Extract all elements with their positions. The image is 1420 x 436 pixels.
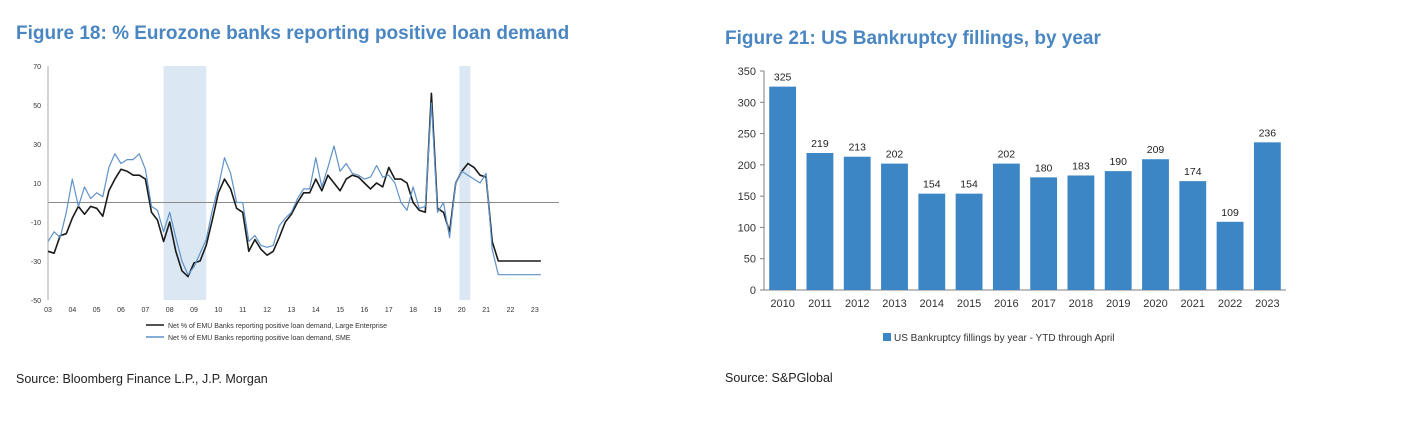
- x-tick-label: 23: [531, 307, 539, 314]
- x-tick-label: 13: [288, 307, 296, 314]
- x-tick-label: 11: [239, 307, 246, 314]
- y-tick-label: 70: [33, 64, 41, 71]
- figure-21-source: Source: S&PGlobal: [725, 371, 833, 385]
- y-tick-label: 50: [33, 103, 41, 110]
- data-label-2023: 236: [1259, 127, 1277, 139]
- y-tick-label: 350: [738, 66, 756, 78]
- bar-2022: [1216, 221, 1244, 290]
- x-tick-label: 17: [385, 307, 393, 314]
- series-line-1: [47, 102, 541, 276]
- x-tick-label: 03: [44, 307, 52, 314]
- y-tick-label: 50: [744, 254, 756, 266]
- x-tick-label: 19: [434, 307, 442, 314]
- bar-2016: [992, 163, 1020, 290]
- x-tick-label: 2015: [957, 298, 981, 310]
- x-tick-label: 2011: [808, 298, 832, 310]
- x-tick-label: 21: [482, 307, 490, 314]
- bar-2013: [881, 163, 908, 290]
- x-tick-label: 2012: [845, 298, 869, 310]
- x-tick-label: 15: [336, 307, 344, 314]
- bar-2017: [1030, 177, 1058, 290]
- x-tick-label: 08: [166, 307, 174, 314]
- y-tick-label: 10: [33, 181, 41, 188]
- figure-18-title: Figure 18: % Eurozone banks reporting po…: [16, 23, 570, 44]
- figure-21-title: Figure 21: US Bankruptcy fillings, by ye…: [725, 28, 1101, 49]
- x-tick-label: 20: [458, 307, 466, 314]
- y-tick-label: -50: [31, 298, 41, 305]
- bar-2021: [1179, 181, 1207, 290]
- bar-2012: [843, 156, 871, 290]
- x-tick-label: 2014: [920, 298, 944, 310]
- x-tick-label: 2020: [1143, 298, 1167, 310]
- x-tick-label: 2010: [770, 298, 794, 310]
- recession-shade-1: [459, 66, 471, 300]
- legend-swatch: [883, 333, 891, 341]
- bar-2018: [1067, 175, 1095, 290]
- x-tick-label: 2018: [1069, 298, 1093, 310]
- bar-2010: [769, 86, 797, 290]
- data-label-2020: 209: [1147, 144, 1165, 156]
- x-tick-label: 14: [312, 307, 320, 314]
- recession-shade-0: [163, 66, 207, 300]
- x-tick-label: 22: [507, 307, 515, 314]
- data-label-2010: 325: [774, 72, 792, 84]
- x-tick-label: 10: [214, 307, 222, 314]
- bar-chart: 0 50 100 150 200 250 300 350 325 2010 219 2011 213 20…: [738, 66, 1286, 344]
- x-tick-label: 2013: [882, 298, 906, 310]
- data-label-2022: 109: [1221, 207, 1239, 219]
- bar-2011: [806, 152, 834, 290]
- figure-18-source: Source: Bloomberg Finance L.P., J.P. Mor…: [16, 372, 268, 386]
- data-label-2013: 202: [886, 149, 904, 161]
- bar-2019: [1104, 171, 1132, 290]
- x-tick-label: 05: [93, 307, 101, 314]
- x-tick-label: 04: [68, 307, 76, 314]
- x-tick-label: 2016: [994, 298, 1018, 310]
- data-label-2017: 180: [1035, 162, 1053, 174]
- data-label-2015: 154: [960, 179, 978, 191]
- data-label-2016: 202: [998, 149, 1016, 161]
- x-tick-label: 12: [263, 307, 271, 314]
- legend-label: US Bankruptcy fillings by year - YTD thr…: [894, 333, 1114, 344]
- x-tick-label: 2019: [1106, 298, 1130, 310]
- y-tick-label: 250: [738, 129, 756, 141]
- y-tick-label: 300: [738, 97, 756, 109]
- data-label-2021: 174: [1184, 166, 1202, 178]
- bar-2015: [955, 193, 983, 290]
- data-label-2019: 190: [1109, 156, 1127, 168]
- x-tick-label: 07: [141, 307, 149, 314]
- x-tick-label: 2023: [1255, 298, 1279, 310]
- bar-2023: [1253, 142, 1281, 290]
- data-label-2011: 219: [811, 138, 829, 150]
- data-label-2018: 183: [1072, 160, 1090, 172]
- bar-2014: [918, 193, 946, 290]
- y-tick-label: 30: [33, 142, 41, 149]
- x-tick-label: 2021: [1181, 298, 1205, 310]
- y-tick-label: 150: [738, 191, 756, 203]
- bar-2020: [1142, 159, 1169, 290]
- x-tick-label: 16: [361, 307, 369, 314]
- y-tick-label: -10: [31, 220, 41, 227]
- y-tick-label: 0: [750, 285, 756, 297]
- figure-18-panel: Figure 18: % Eurozone banks reporting po…: [0, 0, 700, 436]
- figure-21-panel: Figure 21: US Bankruptcy fillings, by ye…: [700, 0, 1420, 436]
- data-label-2012: 213: [848, 142, 866, 154]
- legend-label-1: Net % of EMU Banks reporting positive lo…: [168, 335, 351, 342]
- y-tick-label: 100: [738, 222, 756, 234]
- data-label-2014: 154: [923, 179, 941, 191]
- legend-label-0: Net % of EMU Banks reporting positive lo…: [168, 323, 387, 330]
- x-tick-label: 2022: [1218, 298, 1242, 310]
- y-tick-label: -30: [31, 259, 41, 266]
- x-tick-label: 06: [117, 307, 125, 314]
- y-tick-label: 200: [738, 160, 756, 172]
- x-tick-label: 2017: [1031, 298, 1055, 310]
- x-tick-label: 18: [409, 307, 417, 314]
- x-tick-label: 09: [190, 307, 198, 314]
